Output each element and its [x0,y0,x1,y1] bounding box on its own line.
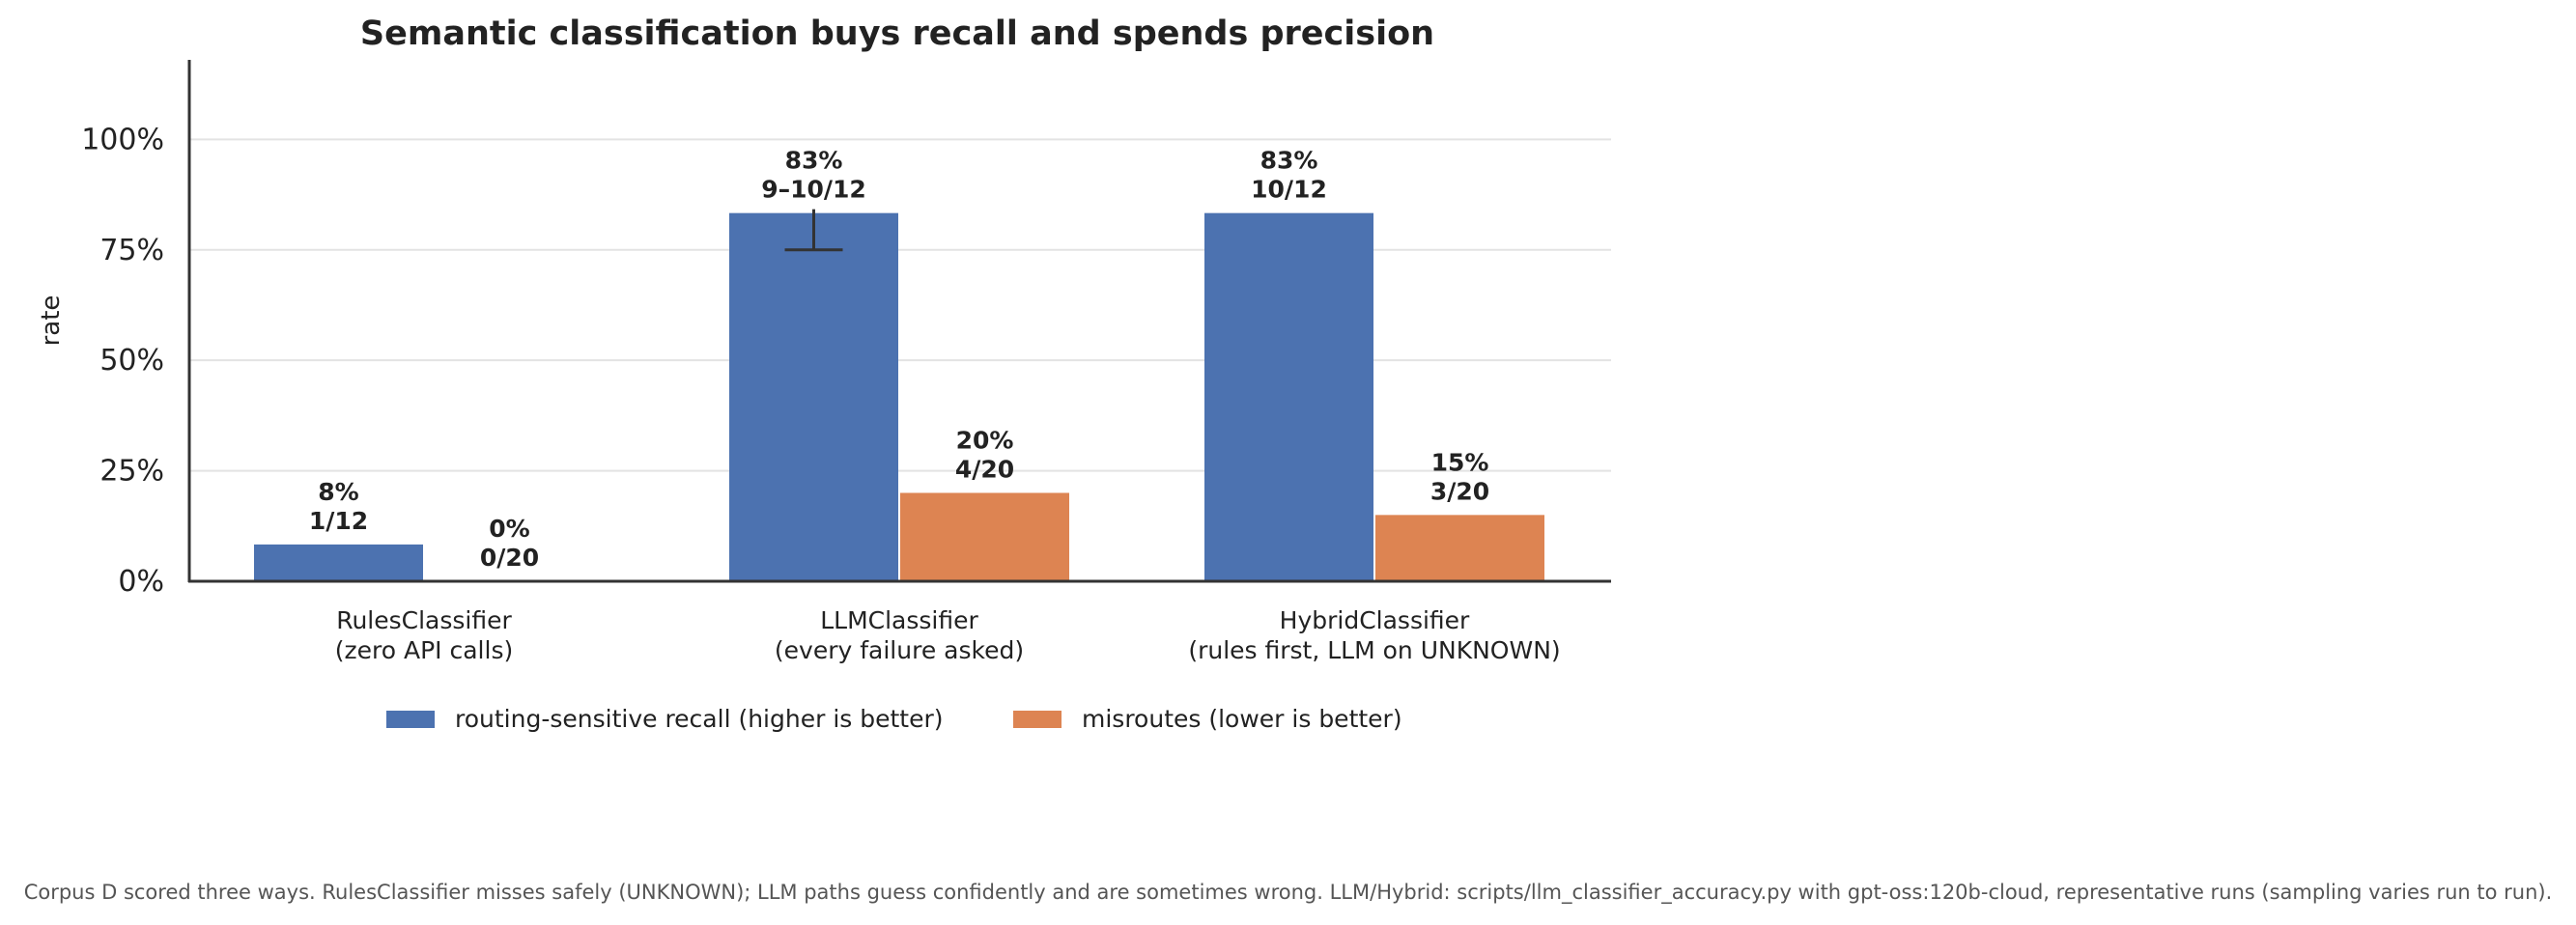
data-label-percent: 83% [1260,147,1318,175]
legend-swatch [386,711,435,728]
data-label-percent: 83% [785,147,843,175]
data-label-percent: 15% [1431,448,1489,476]
legend: routing-sensitive recall (higher is bett… [386,705,1402,733]
legend-swatch [1013,711,1062,728]
y-axis-label: rate [37,295,66,347]
data-label-count: 9–10/12 [761,176,866,204]
x-tick-sublabel: (rules first, LLM on UNKNOWN) [1188,636,1560,664]
x-tick-label: LLMClassifier [820,606,978,634]
x-tick-label: HybridClassifier [1280,606,1470,634]
bar-recall [729,212,898,582]
data-labels: 1/128%9–10/1283%10/1283%0/200%4/2020%3/2… [309,147,1489,572]
x-tick-sublabel: (zero API calls) [335,636,513,664]
data-label-count: 10/12 [1251,176,1327,204]
data-label-count: 4/20 [955,455,1014,483]
bar-recall [1204,212,1373,582]
data-label-percent: 0% [489,515,529,543]
bar-misroutes [1375,515,1544,581]
x-tick-label: RulesClassifier [336,606,512,634]
x-tick-sublabel: (every failure asked) [775,636,1024,664]
data-label-percent: 8% [318,478,358,506]
y-tick-label: 50% [99,344,164,378]
y-tick-label: 75% [99,234,164,267]
axes [187,60,1611,583]
bar-recall [254,544,423,581]
bar-misroutes [900,492,1069,581]
chart-title: Semantic classification buys recall and … [360,14,1434,53]
bars [254,209,1544,582]
legend-label: routing-sensitive recall (higher is bett… [455,705,944,733]
data-label-count: 0/20 [480,544,539,572]
data-label-count: 1/12 [309,507,368,535]
y-tick-label: 100% [81,123,164,156]
data-label-count: 3/20 [1430,477,1489,505]
grid-lines [189,138,1611,472]
y-tick-label: 0% [118,565,164,599]
tick-labels: 0% 25% 50% 75% 100% RulesClassifier(zero API … [81,123,1560,664]
y-tick-label: 25% [99,455,164,489]
figure-caption: Corpus D scored three ways. RulesClassif… [23,881,2553,904]
data-label-percent: 20% [956,426,1014,454]
legend-label: misroutes (lower is better) [1082,705,1402,733]
